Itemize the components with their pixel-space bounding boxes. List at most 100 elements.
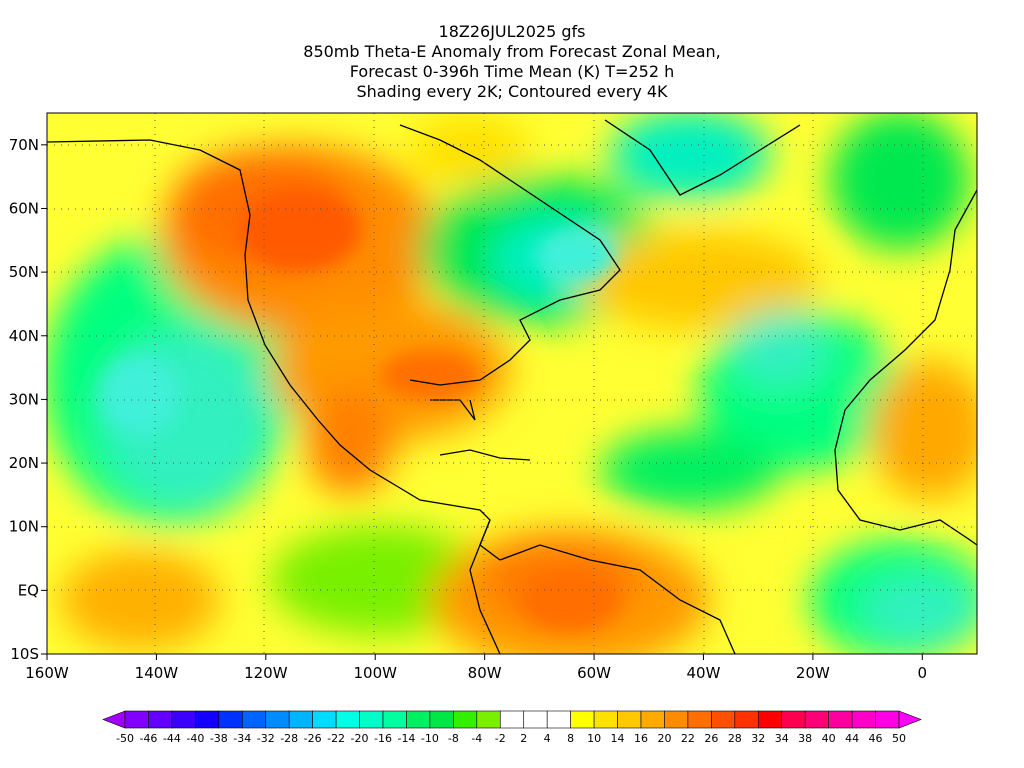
x-tick-label: 20W: [796, 664, 830, 682]
colorbar-swatch: [875, 710, 900, 729]
x-tick-label: 100W: [354, 664, 398, 682]
x-tick-label: 0: [918, 664, 928, 682]
colorbar-swatch: [148, 710, 173, 729]
y-tick-label: 10S: [10, 645, 39, 663]
colorbar-swatch: [851, 710, 876, 729]
colorbar-swatch: [124, 710, 149, 729]
colorbar-label: 38: [798, 732, 812, 745]
colorbar-label: -8: [448, 732, 459, 745]
colorbar-swatch: [711, 710, 736, 729]
x-axis: 160W 140W 120W 100W 80W 60W 40W 20W 0: [25, 654, 927, 682]
colorbar-swatch: [359, 710, 384, 729]
colorbar-swatch: [593, 710, 618, 729]
title-line-2: 850mb Theta-E Anomaly from Forecast Zona…: [303, 42, 721, 61]
anomaly-field: [47, 113, 977, 654]
colorbar-label: -22: [327, 732, 345, 745]
colorbar-label: 28: [728, 732, 742, 745]
colorbar-swatch: [757, 710, 783, 729]
title-line-1: 18Z26JUL2025 gfs: [438, 22, 586, 41]
colorbar-label: -28: [280, 732, 298, 745]
title-line-4: Shading every 2K; Contoured every 4K: [356, 82, 668, 101]
colorbar-label: 40: [822, 732, 836, 745]
grid-lines: [47, 113, 977, 654]
colorbar-label: -26: [304, 732, 322, 745]
colorbar-label: 8: [567, 732, 574, 745]
colorbar-label: -10: [421, 732, 439, 745]
y-tick-label: 20N: [9, 454, 39, 472]
colorbar-label: 22: [681, 732, 695, 745]
colorbar-swatch: [265, 710, 290, 729]
colorbar-swatch: [406, 710, 431, 729]
coastlines: [47, 119, 977, 654]
colorbar-label: 10: [587, 732, 601, 745]
colorbar-swatch: [102, 710, 126, 729]
plot-frame: [46, 112, 978, 655]
colorbar-swatch: [664, 710, 689, 729]
colorbar-label: -50: [116, 732, 134, 745]
colorbar-label: 14: [611, 732, 625, 745]
colorbar-label: 50: [892, 732, 906, 745]
colorbar-label: 4: [544, 732, 551, 745]
colorbar-label: -32: [257, 732, 275, 745]
x-tick-label: 120W: [244, 664, 288, 682]
colorbar-swatch: [781, 710, 806, 729]
colorbar-swatch: [499, 710, 525, 729]
colorbar-swatch: [570, 710, 595, 729]
y-axis: 70N 60N 50N 40N 30N 20N 10N EQ 10S: [9, 136, 47, 663]
colorbar-swatch: [335, 710, 360, 729]
colorbar-label: 34: [775, 732, 789, 745]
chart-title-block: 18Z26JUL2025 gfs 850mb Theta-E Anomaly f…: [0, 22, 1024, 102]
colorbar-swatch: [828, 710, 853, 729]
colorbar-swatch: [312, 710, 337, 729]
colorbar-label: -4: [471, 732, 482, 745]
colorbar-swatch: [617, 710, 642, 729]
colorbar-label: 2: [520, 732, 527, 745]
y-tick-label: 70N: [9, 136, 39, 154]
colorbar-swatch: [429, 710, 454, 729]
colorbar-label: -16: [374, 732, 392, 745]
colorbar-label: 44: [845, 732, 859, 745]
colorbar-swatch: [218, 710, 243, 729]
colorbar-label: -14: [397, 732, 415, 745]
colorbar-label: -44: [163, 732, 181, 745]
y-tick-label: 30N: [9, 390, 39, 408]
colorbar-swatch: [476, 710, 501, 729]
y-tick-label: 60N: [9, 199, 39, 217]
colorbar-swatch: [687, 710, 712, 729]
x-tick-label: 80W: [468, 664, 502, 682]
colorbar-swatch: [898, 710, 922, 729]
colorbar-swatch: [640, 710, 665, 729]
colorbar-swatch: [288, 710, 313, 729]
colorbar-swatch: [241, 710, 267, 729]
colorbar-label: 20: [657, 732, 671, 745]
colorbar-swatch: [804, 710, 829, 729]
y-tick-label: 10N: [9, 518, 39, 536]
colorbar-swatch: [453, 710, 478, 729]
colorbar-swatch: [382, 710, 407, 729]
colorbar-swatch: [195, 710, 220, 729]
colorbar: -50 -46 -44 -40 -38 -34 -32 -28 -26 -22 -20 -16 -14-…: [102, 710, 922, 745]
x-tick-label: 60W: [577, 664, 611, 682]
title-line-3: Forecast 0-396h Time Mean (K) T=252 h: [349, 62, 675, 81]
colorbar-label: 26: [704, 732, 718, 745]
x-tick-label: 160W: [25, 664, 69, 682]
colorbar-swatch: [523, 710, 548, 729]
colorbar-label: -38: [210, 732, 228, 745]
colorbar-label: -20: [351, 732, 369, 745]
colorbar-label: -2: [495, 732, 506, 745]
colorbar-label: -46: [139, 732, 157, 745]
x-tick-label: 140W: [135, 664, 179, 682]
colorbar-swatch: [546, 710, 571, 729]
colorbar-label: 16: [634, 732, 648, 745]
colorbar-label: 32: [751, 732, 765, 745]
y-tick-label: 40N: [9, 327, 39, 345]
colorbar-label: -40: [186, 732, 204, 745]
colorbar-label: -34: [233, 732, 251, 745]
colorbar-label: 46: [869, 732, 883, 745]
colorbar-swatch: [734, 710, 759, 729]
x-tick-label: 40W: [687, 664, 721, 682]
y-tick-label: 50N: [9, 263, 39, 281]
colorbar-swatch: [171, 710, 196, 729]
y-tick-label: EQ: [18, 581, 39, 599]
